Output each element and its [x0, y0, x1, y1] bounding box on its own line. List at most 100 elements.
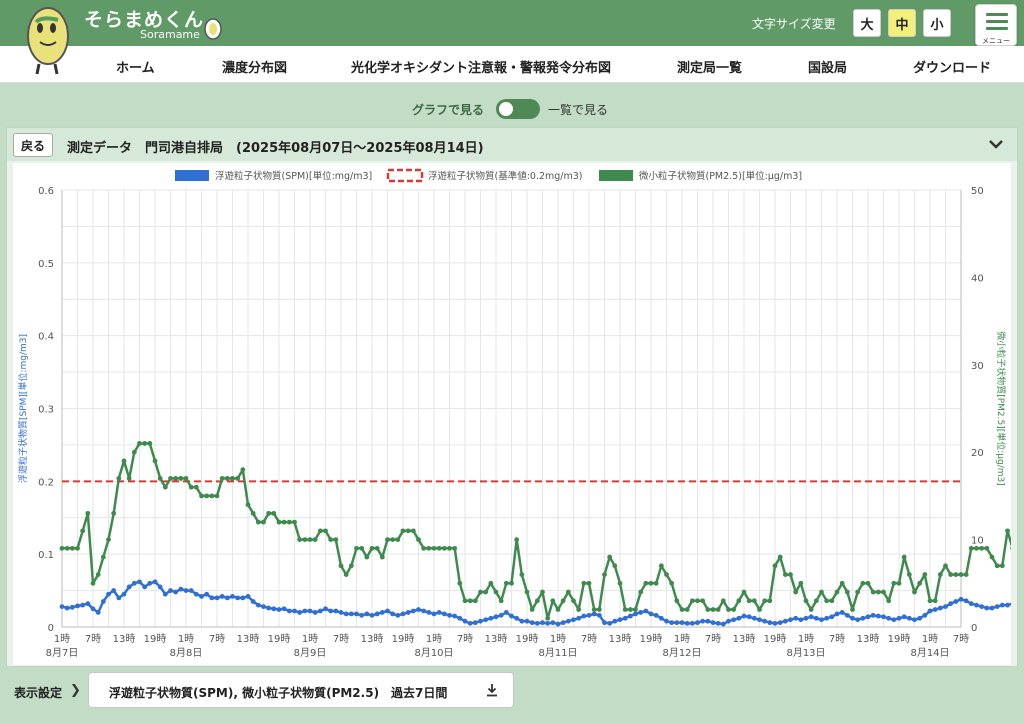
soramame-mascot-logo[interactable]: [22, 4, 74, 76]
pm25-data-point: [948, 572, 954, 577]
logo-text[interactable]: そらまめくん: [84, 9, 205, 31]
spm-data-point: [111, 588, 117, 593]
x-tick-label: 13時: [609, 633, 632, 645]
spm-data-point: [106, 591, 111, 597]
x-tick-label: 19時: [516, 633, 539, 645]
spm-data-point: [69, 604, 75, 610]
pm25-data-point: [245, 502, 251, 508]
pm25-data-point: [85, 510, 91, 516]
spm-data-point: [658, 615, 664, 621]
pm25-data-point: [932, 598, 938, 604]
nav-download[interactable]: ダウンロード: [913, 61, 992, 76]
chevron-right-icon[interactable]: ❯: [70, 683, 81, 698]
pm25-data-point: [333, 537, 339, 542]
spm-data-point: [359, 612, 365, 618]
legend-swatch: [175, 170, 209, 181]
spm-data-point: [896, 615, 902, 621]
list-view-label[interactable]: 一覧で見る: [548, 103, 609, 117]
pm25-data-point: [953, 572, 959, 577]
legend-label: 微小粒子状物質(PM2.5)[単位:μg/m3]: [639, 170, 802, 182]
pm25-data-point: [731, 607, 737, 612]
pm25-data-point: [891, 580, 897, 586]
spm-data-point: [824, 615, 830, 621]
font-size-large-button[interactable]: 大: [853, 9, 881, 37]
spm-data-point: [963, 598, 969, 604]
spm-data-point: [230, 594, 235, 599]
pm25-data-point: [292, 519, 297, 525]
view-toggle-switch[interactable]: [496, 99, 540, 119]
pm25-data-point: [870, 589, 876, 595]
pm25-data-point: [534, 598, 540, 604]
spm-data-point: [385, 608, 390, 614]
nav-home[interactable]: ホーム: [116, 61, 155, 76]
x-tick-label: 19時: [888, 633, 911, 645]
pm25-data-point: [364, 554, 370, 560]
menu-button[interactable]: メニュー: [975, 4, 1017, 46]
y-left-tick-label: 0.5: [38, 259, 54, 270]
pm25-data-point: [545, 615, 551, 621]
pm25-data-point: [478, 589, 483, 595]
spm-data-point: [591, 611, 597, 617]
x-tick-label: 1時: [922, 633, 938, 645]
pm25-data-point: [560, 598, 566, 604]
spm-data-point: [674, 620, 680, 626]
spm-data-point: [622, 615, 628, 621]
pm25-data-point: [979, 545, 985, 551]
pm25-data-point: [679, 607, 685, 612]
pm25-data-point: [1005, 528, 1010, 534]
download-icon[interactable]: [485, 683, 499, 697]
pm25-data-point: [286, 519, 292, 525]
font-size-small-button[interactable]: 小: [923, 9, 951, 37]
spm-data-point: [447, 612, 452, 618]
spm-data-point: [281, 606, 287, 612]
spm-data-point: [607, 620, 613, 626]
spm-data-point: [400, 611, 406, 617]
pm25-data-point: [627, 607, 633, 612]
view-toggle-bar: グラフで見る 一覧で見る: [0, 90, 1024, 126]
x-tick-label: 13時: [485, 633, 508, 645]
spm-data-point: [193, 591, 199, 597]
nav-station-list[interactable]: 測定局一覧: [677, 61, 743, 76]
pm25-data-point: [813, 598, 819, 604]
pm25-data-point: [400, 528, 406, 534]
spm-data-point: [297, 610, 303, 615]
font-size-medium-button[interactable]: 中: [888, 9, 916, 37]
spm-data-point: [984, 605, 990, 611]
spm-data-point: [958, 596, 964, 602]
x-tick-label: 7時: [829, 633, 845, 645]
pm25-data-point: [633, 607, 638, 612]
display-settings-box[interactable]: 浮遊粒子状物質(SPM), 微小粒子状物質(PM2.5) 過去7日間: [88, 672, 514, 708]
spm-data-point: [416, 607, 421, 612]
x-date-label: 8月11日: [538, 647, 577, 659]
pm25-data-point: [467, 598, 473, 604]
spm-data-point: [503, 610, 509, 615]
spm-data-point: [240, 595, 246, 601]
pm25-data-point: [963, 572, 969, 577]
pm25-data-point: [230, 476, 235, 481]
graph-view-label[interactable]: グラフで見る: [412, 103, 485, 117]
x-tick-label: 19時: [144, 633, 167, 645]
display-settings-label[interactable]: 表示設定: [14, 686, 63, 700]
pm25-data-point: [751, 598, 757, 604]
pm25-data-point: [576, 607, 582, 612]
spm-data-point: [643, 608, 649, 614]
spm-data-point: [762, 618, 768, 624]
spm-data-point: [152, 579, 158, 585]
pollutant-line-chart: 0 0.1 0.2 0.3 0.4 0.5 0.6 0 10 20 30 40 50 1時 7時 13時 19時…: [17, 168, 1024, 659]
spm-data-point: [886, 615, 892, 621]
back-button[interactable]: 戻る: [13, 133, 53, 157]
nav-oxidant-alert-map[interactable]: 光化学オキシダント注意報・警報発令分布図: [351, 61, 612, 76]
spm-data-point: [710, 620, 716, 626]
spm-data-point: [1005, 602, 1010, 608]
pm25-data-point: [565, 589, 571, 595]
spm-data-point: [757, 617, 762, 623]
spm-data-point: [653, 612, 659, 618]
spm-data-point: [767, 620, 773, 626]
pm25-data-point: [643, 580, 649, 586]
spm-data-point: [178, 586, 184, 592]
nav-national-stations[interactable]: 国設局: [808, 61, 848, 76]
nav-concentration-map[interactable]: 濃度分布図: [222, 61, 288, 76]
pm25-data-point: [638, 589, 644, 595]
chevron-down-icon[interactable]: [987, 136, 1005, 152]
spm-data-point: [844, 612, 850, 618]
